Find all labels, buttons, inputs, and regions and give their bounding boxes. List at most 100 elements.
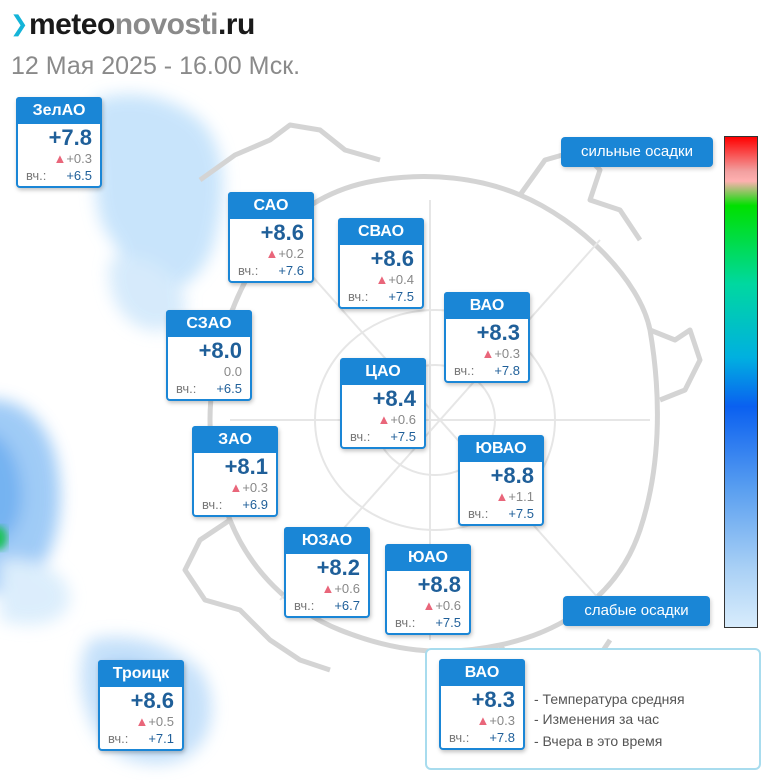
district-card-yuvao: ЮВАО +8.8 ▲+1.1 вч.: +7.5 <box>458 435 544 526</box>
increase-triangle-icon: ▲ <box>53 151 67 166</box>
light-precipitation-label: слабые осадки <box>563 596 710 626</box>
yesterday-row: вч.: +7.8 <box>446 362 528 381</box>
increase-triangle-icon: ▲ <box>495 489 509 504</box>
district-name: ЦАО <box>340 358 426 385</box>
average-temperature: +8.2 <box>316 555 360 580</box>
district-card-sao: САО +8.6 ▲+0.2 вч.: +7.6 <box>228 192 314 283</box>
yesterday-row: вч.: +6.5 <box>18 167 100 186</box>
logo-text-meteo: meteo <box>28 8 115 41</box>
hourly-change: ▲+1.1 <box>460 488 542 505</box>
yesterday-value: +6.5 <box>66 168 92 183</box>
legend-average-temperature: - Температура средняя <box>534 691 685 707</box>
change-value: +0.6 <box>334 581 360 596</box>
district-name: ЮАО <box>385 544 471 571</box>
logo-mark-icon: ❯ <box>10 11 28 36</box>
change-value: +0.6 <box>390 412 416 427</box>
logo-text-domain: .ru <box>217 8 255 41</box>
average-temperature: +8.3 <box>471 687 515 712</box>
yesterday-row: вч.: +7.5 <box>387 614 469 633</box>
yesterday-label: вч.: <box>348 289 369 304</box>
yesterday-value: +6.9 <box>242 497 268 512</box>
average-temperature: +8.1 <box>224 454 268 479</box>
yesterday-value: +7.1 <box>148 731 174 746</box>
average-temperature: +8.8 <box>417 572 461 597</box>
precipitation-core <box>0 526 7 550</box>
increase-triangle-icon: ▲ <box>422 598 436 613</box>
change-value: +0.3 <box>66 151 92 166</box>
change-value: +0.4 <box>388 272 414 287</box>
hourly-change: ▲+0.6 <box>286 580 368 597</box>
yesterday-value: +7.5 <box>390 429 416 444</box>
increase-triangle-icon: ▲ <box>229 480 243 495</box>
district-name: ЗелАО <box>16 97 102 124</box>
heavy-precipitation-label: сильные осадки <box>561 137 713 167</box>
hourly-change: ▲+0.3 <box>194 479 276 496</box>
change-value: +0.2 <box>278 246 304 261</box>
district-card-troitsk: Троицк +8.6 ▲+0.5 вч.: +7.1 <box>98 660 184 751</box>
yesterday-row: вч.: +7.5 <box>460 505 542 524</box>
yesterday-value: +7.8 <box>494 363 520 378</box>
yesterday-label: вч.: <box>395 615 416 630</box>
yesterday-label: вч.: <box>238 263 259 278</box>
yesterday-label: вч.: <box>468 506 489 521</box>
yesterday-label: вч.: <box>176 381 197 396</box>
average-temperature: +8.6 <box>260 220 304 245</box>
district-name: ВАО <box>439 659 525 686</box>
district-card-svao: СВАО +8.6 ▲+0.4 вч.: +7.5 <box>338 218 424 309</box>
district-name: ЮЗАО <box>284 527 370 554</box>
hourly-change: 0.0 <box>168 363 250 380</box>
district-card-tsao: ЦАО +8.4 ▲+0.6 вч.: +7.5 <box>340 358 426 449</box>
yesterday-value: +6.5 <box>216 381 242 396</box>
precipitation-scale-bar <box>724 136 758 628</box>
district-card-vao: ВАО +8.3 ▲+0.3 вч.: +7.8 <box>444 292 530 383</box>
increase-triangle-icon: ▲ <box>265 246 279 261</box>
hourly-change: ▲+0.4 <box>340 271 422 288</box>
hourly-change: ▲+0.3 <box>18 150 100 167</box>
district-name: САО <box>228 192 314 219</box>
hourly-change: ▲+0.2 <box>230 245 312 262</box>
forecast-datetime: 12 Мая 2025 - 16.00 Мск. <box>11 52 301 80</box>
yesterday-value: +7.8 <box>489 730 515 745</box>
district-name: ВАО <box>444 292 530 319</box>
average-temperature: +8.6 <box>130 688 174 713</box>
district-name: ЮВАО <box>458 435 544 462</box>
yesterday-row: вч.: +6.7 <box>286 597 368 616</box>
yesterday-row: вч.: +7.6 <box>230 262 312 281</box>
yesterday-label: вч.: <box>26 168 47 183</box>
increase-triangle-icon: ▲ <box>481 346 495 361</box>
yesterday-value: +7.5 <box>508 506 534 521</box>
average-temperature: +7.8 <box>48 125 92 150</box>
change-value: +1.1 <box>508 489 534 504</box>
yesterday-row: вч.: +7.8 <box>441 729 523 748</box>
hourly-change: ▲+0.3 <box>441 712 523 729</box>
change-value: +0.5 <box>148 714 174 729</box>
increase-triangle-icon: ▲ <box>135 714 149 729</box>
yesterday-row: вч.: +6.9 <box>194 496 276 515</box>
hourly-change: ▲+0.6 <box>387 597 469 614</box>
increase-triangle-icon: ▲ <box>375 272 389 287</box>
average-temperature: +8.4 <box>372 386 416 411</box>
yesterday-row: вч.: +7.1 <box>100 730 182 749</box>
yesterday-value: +7.5 <box>435 615 461 630</box>
hourly-change: ▲+0.3 <box>446 345 528 362</box>
change-value: +0.3 <box>242 480 268 495</box>
average-temperature: +8.6 <box>370 246 414 271</box>
increase-triangle-icon: ▲ <box>321 581 335 596</box>
average-temperature: +8.3 <box>476 320 520 345</box>
change-value: +0.3 <box>494 346 520 361</box>
yesterday-row: вч.: +6.5 <box>168 380 250 399</box>
change-value: 0.0 <box>223 364 242 379</box>
site-logo[interactable]: ❯meteonovosti.ru <box>10 8 255 42</box>
yesterday-label: вч.: <box>294 598 315 613</box>
change-value: +0.6 <box>435 598 461 613</box>
district-card-zao: ЗАО +8.1 ▲+0.3 вч.: +6.9 <box>192 426 278 517</box>
legend-hourly-change: - Изменения за час <box>534 711 660 727</box>
average-temperature: +8.8 <box>490 463 534 488</box>
yesterday-label: вч.: <box>202 497 223 512</box>
district-name: Троицк <box>98 660 184 687</box>
increase-triangle-icon: ▲ <box>476 713 490 728</box>
district-card-szao: СЗАО +8.0 0.0 вч.: +6.5 <box>166 310 252 401</box>
increase-triangle-icon: ▲ <box>377 412 391 427</box>
change-value: +0.3 <box>489 713 515 728</box>
district-card-yuzao: ЮЗАО +8.2 ▲+0.6 вч.: +6.7 <box>284 527 370 618</box>
